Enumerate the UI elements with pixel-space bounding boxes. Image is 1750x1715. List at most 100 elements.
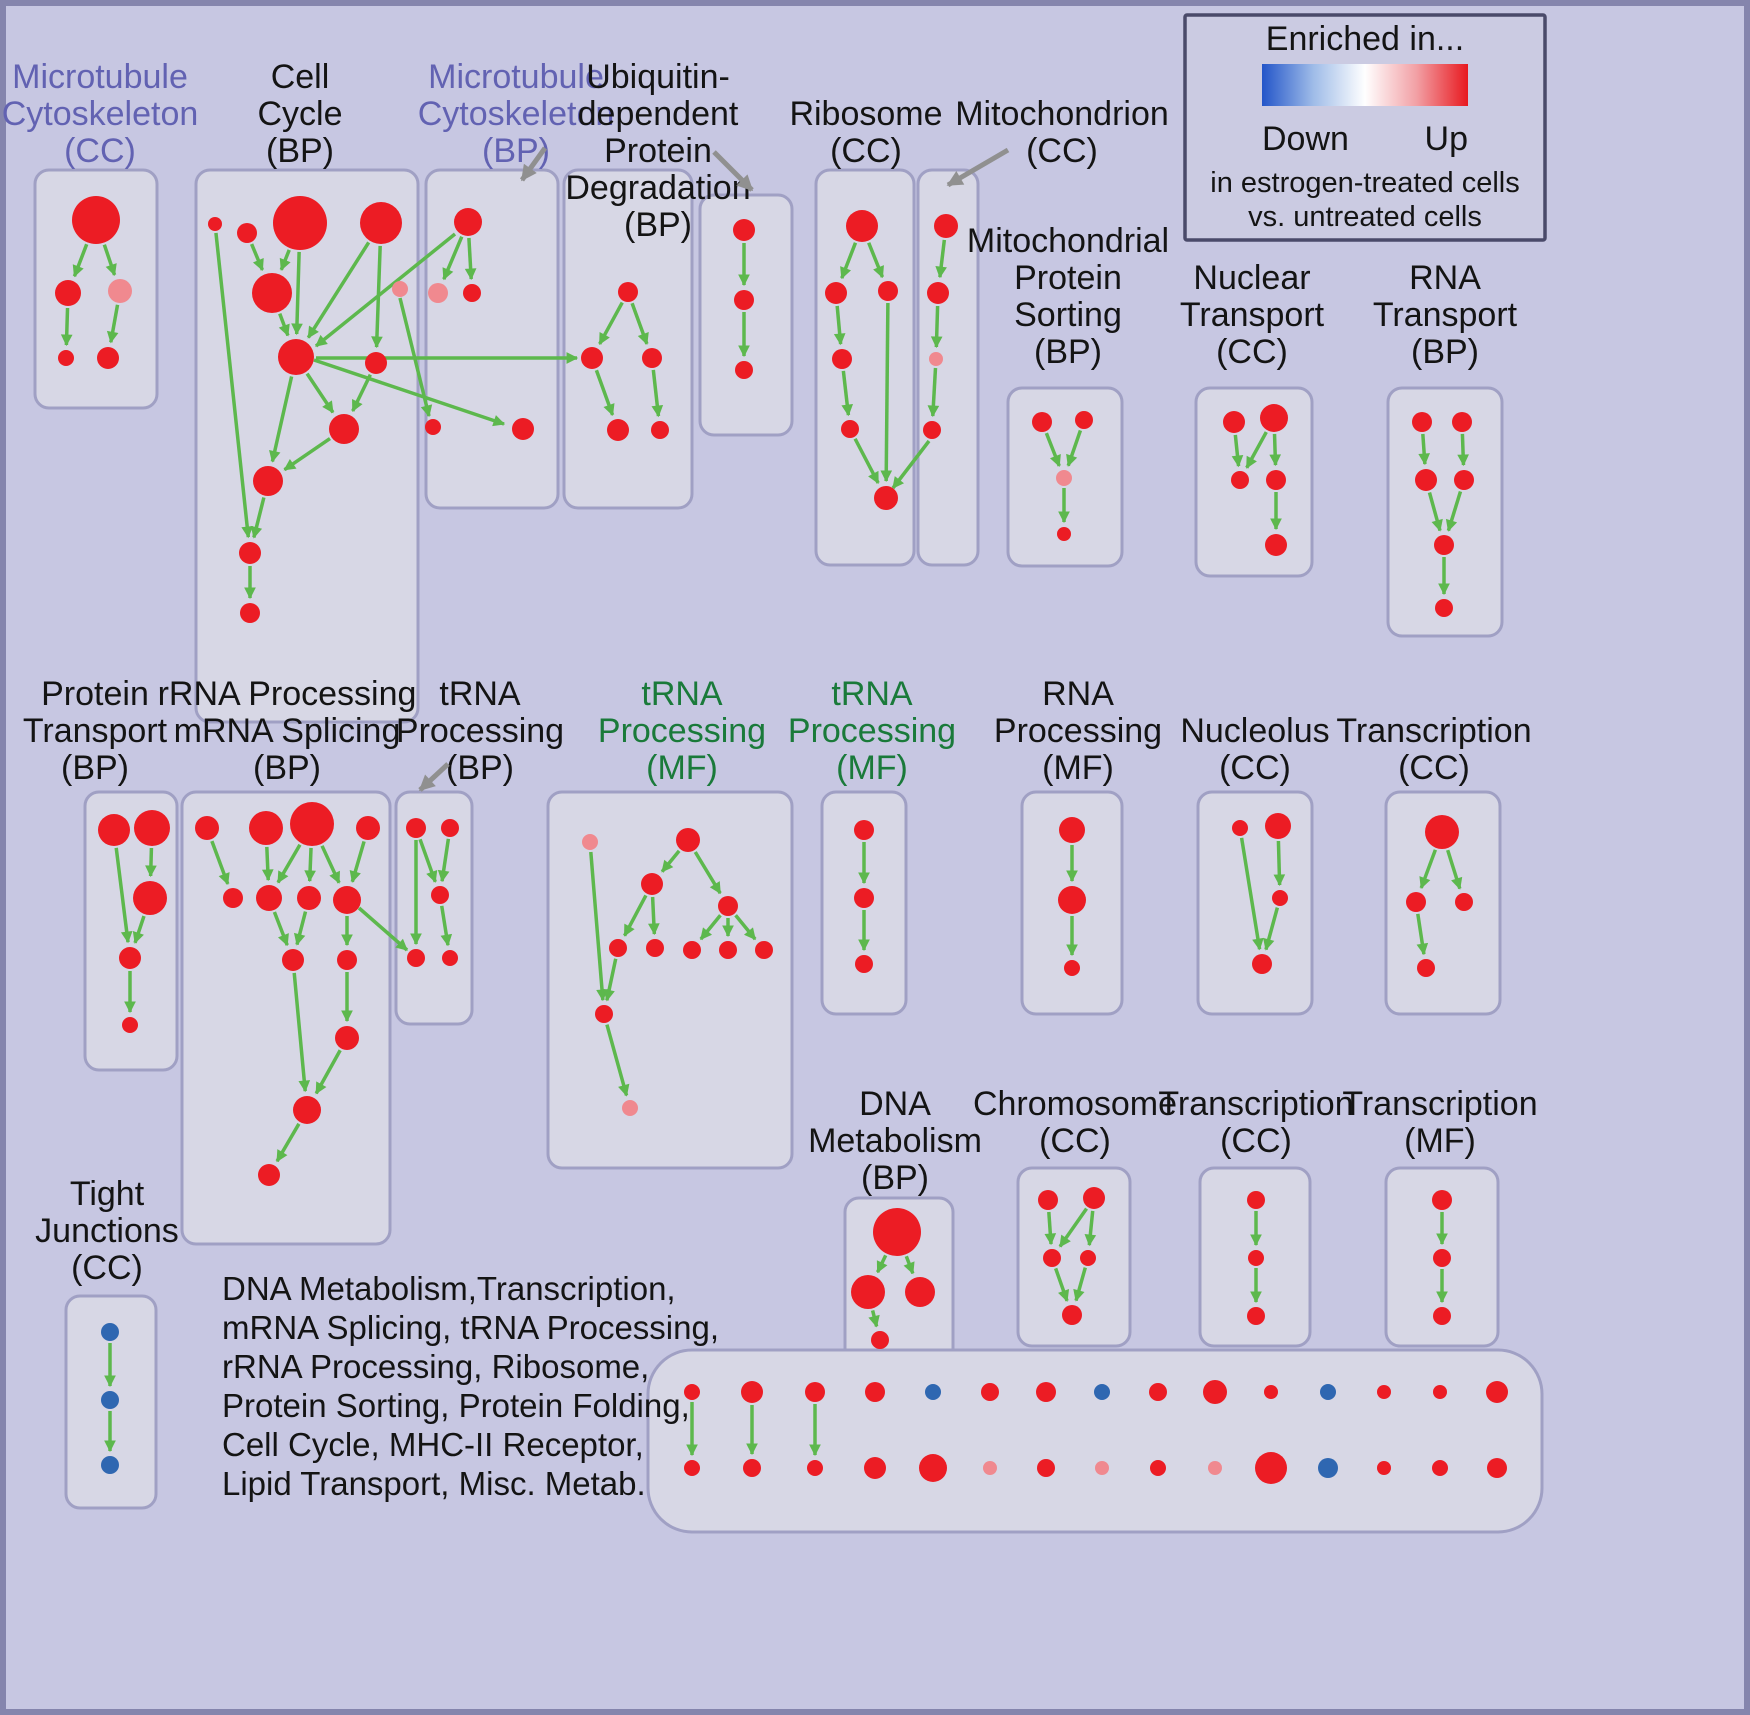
trna-processing-mf-small-node-2 (855, 955, 873, 973)
edge-arrow (1416, 913, 1429, 956)
trna-processing-bp-label: tRNA (439, 675, 521, 713)
edge-arrow (660, 849, 681, 873)
rrna-processing-mrna-splicing-bp-node-9 (337, 950, 357, 970)
edge-arrow (1044, 1211, 1057, 1246)
strip-node-top-10 (1264, 1385, 1278, 1399)
rna-processing-mf-label: Processing (994, 712, 1162, 750)
cell-cycle-bp-node-11 (240, 603, 260, 623)
ribosome-cc-node-1 (825, 282, 847, 304)
ubiquitin-dependent-protein-degradation-bp-pointer-arrow (712, 150, 754, 192)
edge-arrow (351, 373, 372, 413)
transcription-cc-mid-node-0 (1425, 815, 1459, 849)
trna-processing-mf-small-label: (MF) (836, 749, 908, 787)
transcription-cc-mid-node-1 (1406, 892, 1426, 912)
rna-transport-bp-label: RNA (1409, 259, 1481, 297)
trna-processing-bp-node-4 (442, 950, 458, 966)
strip-node-top-13 (1433, 1385, 1447, 1399)
rrna-processing-mrna-splicing-bp-node-1 (249, 811, 283, 845)
nuclear-transport-cc-node-0 (1223, 411, 1245, 433)
mitochondrial-protein-sorting-bp-label: Mitochondrial (967, 222, 1169, 260)
mitochondrial-protein-sorting-bp-node-3 (1057, 527, 1071, 541)
dna-metabolism-bp-label: Metabolism (808, 1122, 982, 1160)
strip-node-top-7 (1094, 1384, 1110, 1400)
rrna-processing-mrna-splicing-bp-node-10 (335, 1026, 359, 1050)
microtubule-cytoskeleton-cc-node-2 (108, 279, 132, 303)
cell-cycle-bp-node-4 (252, 273, 292, 313)
rrna-processing-mrna-splicing-bp-node-7 (333, 886, 361, 914)
nuclear-transport-cc-label: (CC) (1216, 333, 1288, 371)
chromosome-cc-node-1 (1083, 1187, 1105, 1209)
strip-node-top-8 (1149, 1383, 1167, 1401)
rrna-processing-mrna-splicing-bp-label: rRNA Processing (158, 675, 417, 713)
edge-arrow (630, 302, 649, 345)
edge-arrow (278, 312, 290, 337)
cell-cycle-bp-node-10 (239, 542, 261, 564)
transcription-cc-mid-label: Transcription (1336, 712, 1531, 750)
cell-cycle-bp-node-5 (392, 281, 408, 297)
edge-arrow (1427, 492, 1443, 532)
edge-arrow (880, 302, 893, 483)
edge-arrow (132, 915, 146, 944)
trna-processing-mf-large-node-0 (582, 834, 598, 850)
strip-node-top-11 (1320, 1384, 1336, 1400)
microtubule-cytoskeleton-cc-label: Microtubule (12, 58, 188, 96)
transcription-mf-node-1 (1433, 1249, 1451, 1267)
chromosome-cc-box (1016, 1166, 1132, 1348)
mitochondrion-cc-node-0 (934, 214, 958, 238)
ubiquitin-dependent-protein-degradation-bp-label: Ubiquitin- (586, 58, 730, 96)
cross-edge-arrow (357, 906, 409, 952)
microtubule-cytoskeleton-bp-pointer-arrow (519, 146, 548, 182)
mitochondrion-cc-label: (CC) (1026, 132, 1098, 170)
trna-processing-bp-node-1 (441, 819, 459, 837)
edge-arrow (1446, 849, 1463, 890)
edge-arrow (605, 1024, 630, 1097)
ubiquitin-dependent-protein-degradation-bp-node-3 (607, 419, 629, 441)
dna-metabolism-bp-node-3 (871, 1331, 889, 1349)
edge-arrow (867, 242, 885, 279)
strip-node-bottom-7 (1095, 1461, 1109, 1475)
rrna-processing-mrna-splicing-bp-node-5 (256, 885, 282, 911)
trna-processing-mf-large-box (546, 790, 794, 1170)
ribosome-cc-node-3 (832, 349, 852, 369)
misc-clusters-text: Protein Sorting, Protein Folding, (222, 1387, 690, 1424)
dna-metabolism-bp-label: (BP) (861, 1159, 929, 1197)
cell-cycle-bp-node-3 (360, 202, 402, 244)
edge-arrow (1263, 907, 1280, 951)
degradation-subcluster-node-2 (735, 361, 753, 379)
nucleolus-cc-node-0 (1232, 820, 1248, 836)
rrna-processing-mrna-splicing-bp-node-3 (356, 816, 380, 840)
legend-title: Enriched in... (1266, 20, 1464, 58)
edge-arrow (1245, 431, 1268, 469)
edge-arrow (589, 851, 608, 1002)
mitochondrial-protein-sorting-bp-node-1 (1075, 411, 1093, 429)
chromosome-cc-node-3 (1080, 1250, 1096, 1266)
edge-arrow (930, 305, 943, 349)
cell-cycle-bp-node-1 (237, 223, 257, 243)
ribosome-cc-label: (CC) (830, 132, 902, 170)
microtubule-cytoskeleton-bp-node-0 (454, 208, 482, 236)
microtubule-cytoskeleton-bp-node-2 (463, 284, 481, 302)
trna-processing-bp-label: Processing (396, 712, 564, 750)
nucleolus-cc-node-3 (1252, 954, 1272, 974)
edge-arrow (439, 905, 453, 947)
mitochondrion-cc-box (916, 168, 980, 567)
microtubule-cytoskeleton-bp-node-1 (428, 283, 448, 303)
strip-node-top-14 (1486, 1381, 1508, 1403)
trna-processing-mf-large-node-5 (646, 939, 664, 957)
rna-transport-bp-box (1386, 386, 1504, 638)
trna-processing-mf-large-label: Processing (598, 712, 766, 750)
edge-arrow (699, 914, 722, 941)
protein-transport-bp-label: Transport (23, 712, 168, 750)
strip-node-bottom-5 (983, 1461, 997, 1475)
edge-arrow (60, 307, 73, 347)
edge-arrow (868, 1310, 880, 1328)
strip-node-bottom-2 (807, 1460, 823, 1476)
rna-processing-mf-node-2 (1064, 960, 1080, 976)
misc-clusters-text: Cell Cycle, MHC-II Receptor, (222, 1426, 644, 1463)
tight-junctions-cc-node-1 (101, 1391, 119, 1409)
rna-transport-bp-label: (BP) (1411, 333, 1479, 371)
cell-cycle-bp-node-0 (208, 217, 222, 231)
tight-junctions-cc-label: Junctions (35, 1212, 179, 1250)
transcription-mf-node-2 (1433, 1307, 1451, 1325)
microtubule-cytoskeleton-cc-box (33, 168, 159, 410)
